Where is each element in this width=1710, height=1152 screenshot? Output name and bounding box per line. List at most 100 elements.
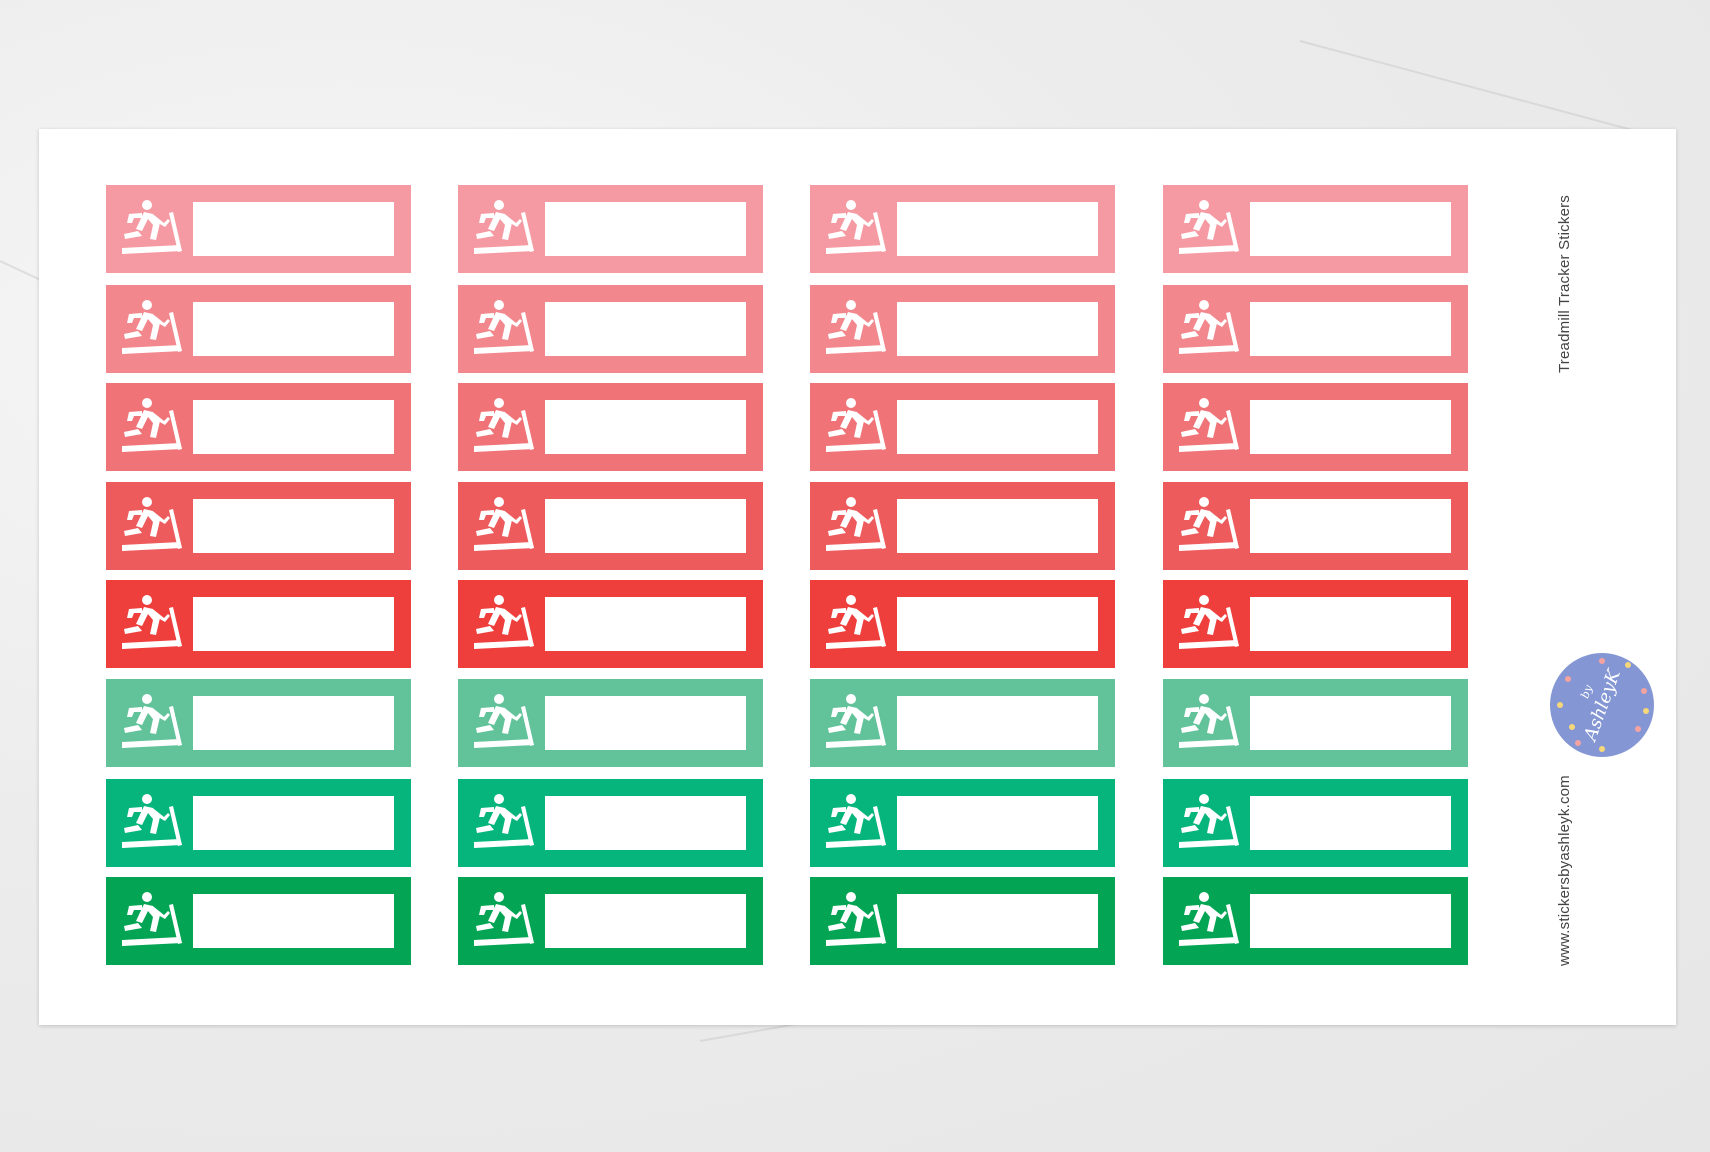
sticker-write-box — [897, 302, 1098, 356]
treadmill-runner-icon — [1179, 794, 1239, 848]
treadmill-sticker — [1163, 679, 1468, 767]
treadmill-sticker — [810, 580, 1115, 668]
treadmill-runner-icon — [122, 300, 182, 354]
sticker-write-box — [193, 499, 394, 553]
treadmill-sticker — [106, 185, 411, 273]
sticker-sheet: Treadmill Tracker Stickers AshleyK by ww… — [39, 129, 1676, 1025]
treadmill-runner-icon — [122, 892, 182, 946]
treadmill-runner-icon — [826, 300, 886, 354]
treadmill-sticker — [106, 877, 411, 965]
sticker-write-box — [897, 696, 1098, 750]
ashleyk-logo: AshleyK by — [1550, 653, 1654, 757]
treadmill-sticker — [458, 679, 763, 767]
sticker-write-box — [193, 796, 394, 850]
sticker-write-box — [1250, 202, 1451, 256]
treadmill-runner-icon — [826, 794, 886, 848]
treadmill-runner-icon — [474, 497, 534, 551]
sticker-write-box — [193, 202, 394, 256]
sticker-write-box — [545, 499, 746, 553]
treadmill-runner-icon — [122, 794, 182, 848]
treadmill-runner-icon — [474, 398, 534, 452]
treadmill-runner-icon — [1179, 398, 1239, 452]
treadmill-sticker — [810, 779, 1115, 867]
treadmill-runner-icon — [474, 595, 534, 649]
treadmill-sticker — [1163, 285, 1468, 373]
treadmill-sticker — [1163, 877, 1468, 965]
treadmill-sticker — [810, 383, 1115, 471]
treadmill-sticker — [1163, 779, 1468, 867]
treadmill-runner-icon — [122, 694, 182, 748]
sticker-write-box — [1250, 400, 1451, 454]
sticker-write-box — [1250, 499, 1451, 553]
sticker-write-box — [545, 796, 746, 850]
treadmill-sticker — [458, 877, 763, 965]
treadmill-runner-icon — [826, 398, 886, 452]
sheet-title: Treadmill Tracker Stickers — [1556, 194, 1573, 373]
treadmill-sticker — [106, 679, 411, 767]
sticker-write-box — [897, 597, 1098, 651]
sticker-write-box — [193, 597, 394, 651]
treadmill-sticker — [458, 383, 763, 471]
treadmill-sticker — [458, 285, 763, 373]
sticker-write-box — [1250, 696, 1451, 750]
treadmill-runner-icon — [122, 200, 182, 254]
sticker-write-box — [897, 894, 1098, 948]
treadmill-runner-icon — [826, 200, 886, 254]
sticker-write-box — [1250, 796, 1451, 850]
treadmill-sticker — [106, 383, 411, 471]
treadmill-runner-icon — [826, 892, 886, 946]
sticker-write-box — [897, 202, 1098, 256]
treadmill-sticker — [458, 779, 763, 867]
sticker-write-box — [193, 894, 394, 948]
treadmill-sticker — [1163, 580, 1468, 668]
treadmill-sticker — [810, 185, 1115, 273]
treadmill-runner-icon — [474, 892, 534, 946]
sticker-write-box — [193, 302, 394, 356]
treadmill-sticker — [810, 482, 1115, 570]
sticker-write-box — [545, 302, 746, 356]
marble-vein — [1299, 40, 1639, 133]
treadmill-runner-icon — [122, 497, 182, 551]
treadmill-runner-icon — [1179, 595, 1239, 649]
treadmill-sticker — [810, 877, 1115, 965]
treadmill-runner-icon — [1179, 694, 1239, 748]
treadmill-sticker — [810, 679, 1115, 767]
treadmill-runner-icon — [1179, 892, 1239, 946]
sticker-write-box — [897, 499, 1098, 553]
treadmill-sticker — [1163, 185, 1468, 273]
svg-text:by: by — [1578, 683, 1595, 701]
treadmill-runner-icon — [1179, 200, 1239, 254]
sticker-write-box — [545, 202, 746, 256]
treadmill-sticker — [458, 580, 763, 668]
sticker-write-box — [1250, 894, 1451, 948]
treadmill-runner-icon — [122, 398, 182, 452]
treadmill-runner-icon — [826, 497, 886, 551]
sticker-write-box — [545, 597, 746, 651]
sticker-write-box — [545, 696, 746, 750]
treadmill-sticker — [106, 482, 411, 570]
treadmill-runner-icon — [474, 300, 534, 354]
treadmill-runner-icon — [474, 794, 534, 848]
treadmill-sticker — [106, 779, 411, 867]
sticker-write-box — [545, 894, 746, 948]
treadmill-runner-icon — [1179, 497, 1239, 551]
treadmill-sticker — [1163, 383, 1468, 471]
website-url: www.stickersbyashleyk.com — [1556, 775, 1573, 966]
treadmill-sticker — [106, 285, 411, 373]
treadmill-sticker — [458, 185, 763, 273]
sticker-write-box — [897, 400, 1098, 454]
sticker-write-box — [897, 796, 1098, 850]
sticker-write-box — [545, 400, 746, 454]
sticker-write-box — [1250, 597, 1451, 651]
treadmill-runner-icon — [474, 694, 534, 748]
treadmill-runner-icon — [826, 694, 886, 748]
treadmill-sticker — [810, 285, 1115, 373]
treadmill-runner-icon — [474, 200, 534, 254]
treadmill-sticker — [106, 580, 411, 668]
sticker-write-box — [1250, 302, 1451, 356]
treadmill-runner-icon — [826, 595, 886, 649]
treadmill-sticker — [458, 482, 763, 570]
treadmill-runner-icon — [1179, 300, 1239, 354]
treadmill-runner-icon — [122, 595, 182, 649]
sticker-write-box — [193, 400, 394, 454]
